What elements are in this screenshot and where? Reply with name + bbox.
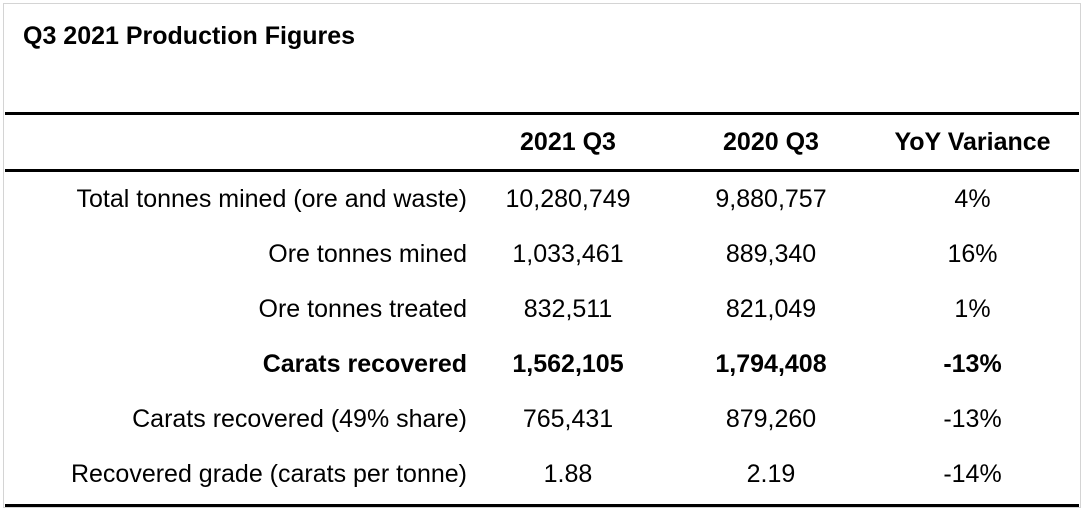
row-label: Carats recovered <box>262 350 467 378</box>
header-label-column <box>4 115 477 169</box>
cell-yoy-variance: 16% <box>947 240 998 268</box>
cell-2021-q3: 1.88 <box>543 460 593 488</box>
cell-2020-q3: 821,049 <box>725 295 817 323</box>
cell-2021-q3: 1,033,461 <box>512 240 624 268</box>
header-yoy-variance: YoY Variance <box>894 127 1051 156</box>
table-row: Recovered grade (carats per tonne) 1.88 … <box>4 447 1080 502</box>
header-rule <box>5 169 1079 172</box>
production-table: 2021 Q3 2020 Q3 YoY Variance Total tonne… <box>4 115 1080 502</box>
cell-2020-q3: 2.19 <box>746 460 796 488</box>
cell-yoy-variance: 4% <box>954 185 991 213</box>
table-row: Carats recovered (49% share) 765,431 879… <box>4 392 1080 447</box>
header-row: 2021 Q3 2020 Q3 YoY Variance <box>4 115 1080 169</box>
cell-yoy-variance: -13% <box>943 405 1002 433</box>
table-row: Total tonnes mined (ore and waste) 10,28… <box>4 172 1080 227</box>
row-label: Ore tonnes treated <box>258 295 467 323</box>
cell-2020-q3: 1,794,408 <box>715 350 827 378</box>
table-row: Ore tonnes treated 832,511 821,049 1% <box>4 282 1080 337</box>
header-2021-q3: 2021 Q3 <box>520 127 616 156</box>
top-rule <box>5 112 1079 115</box>
cell-yoy-variance: 1% <box>954 295 991 323</box>
row-label: Total tonnes mined (ore and waste) <box>76 185 468 213</box>
table-title: Q3 2021 Production Figures <box>23 22 356 50</box>
cell-2021-q3: 765,431 <box>522 405 614 433</box>
bottom-rule <box>5 504 1079 507</box>
row-label: Recovered grade (carats per tonne) <box>70 460 467 488</box>
cell-2021-q3: 832,511 <box>523 295 613 323</box>
table-row: Ore tonnes mined 1,033,461 889,340 16% <box>4 227 1080 282</box>
cell-yoy-variance: -14% <box>943 460 1002 488</box>
cell-2020-q3: 889,340 <box>725 240 817 268</box>
row-label: Ore tonnes mined <box>268 240 467 268</box>
row-label: Carats recovered (49% share) <box>132 405 467 433</box>
cell-yoy-variance: -13% <box>943 350 1002 378</box>
cell-2020-q3: 879,260 <box>725 405 817 433</box>
cell-2020-q3: 9,880,757 <box>715 185 827 213</box>
table-row-highlight: Carats recovered 1,562,105 1,794,408 -13… <box>4 337 1080 392</box>
header-2020-q3: 2020 Q3 <box>723 127 819 156</box>
cell-2021-q3: 10,280,749 <box>505 185 631 213</box>
cell-2021-q3: 1,562,105 <box>512 350 624 378</box>
production-figures-panel: Q3 2021 Production Figures 2021 Q3 2020 … <box>3 3 1081 508</box>
